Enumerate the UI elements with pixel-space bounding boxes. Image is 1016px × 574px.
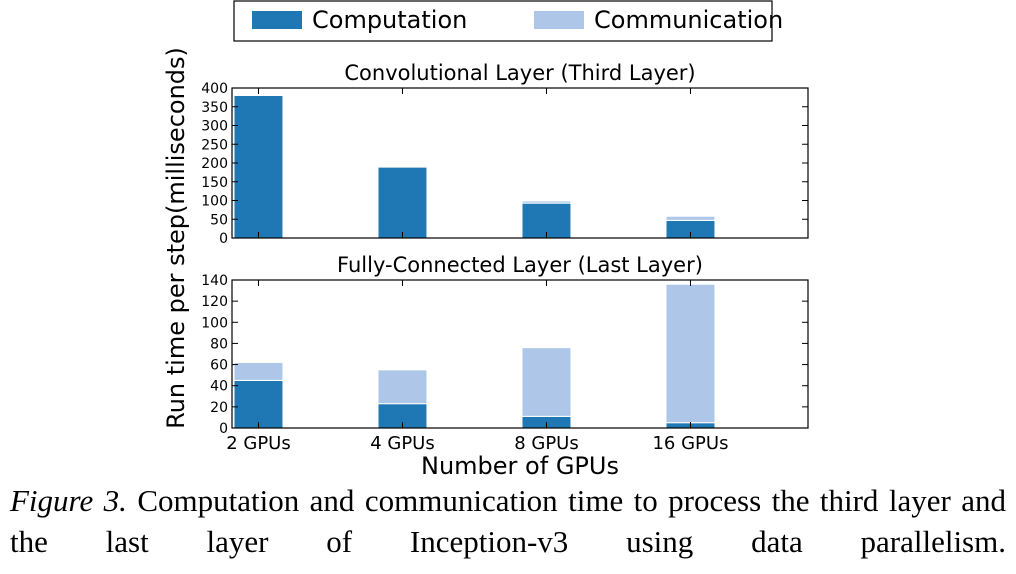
y-tick-label: 100 <box>201 315 228 331</box>
x-axis-label: Number of GPUs <box>421 452 619 480</box>
y-tick-label: 40 <box>210 379 228 395</box>
x-tick-label: 16 GPUs <box>652 433 728 454</box>
y-tick-label: 300 <box>201 119 228 135</box>
bar-communication-4-gpus <box>377 369 428 405</box>
y-tick-label: 100 <box>201 194 228 210</box>
conv-layer-chart: Convolutional Layer (Third Layer) 0 50 100 1… <box>201 61 809 247</box>
y-axis-label: Run time per step(milliseconds) <box>162 47 190 429</box>
bar-communication-16-gpus <box>665 215 716 221</box>
bar-communication-16-gpus <box>665 283 716 424</box>
y-tick-label: 20 <box>210 400 228 416</box>
y-tick-label: 60 <box>210 358 228 374</box>
chart-title: Fully-Connected Layer (Last Layer) <box>337 253 703 277</box>
chart-title: Convolutional Layer (Third Layer) <box>344 61 695 85</box>
legend-swatch-communication <box>534 11 584 29</box>
plot-frame <box>231 87 809 239</box>
x-tick-label: 8 GPUs <box>514 433 579 454</box>
legend: Computation Communication <box>233 0 783 42</box>
fc-layer-chart: Fully-Connected Layer (Last Layer) 2 GPUs… <box>201 253 809 454</box>
bar-computation-4-gpus <box>377 403 428 429</box>
x-tick-label: 4 GPUs <box>370 433 435 454</box>
figure: Computation Communication Run time per s… <box>162 0 809 480</box>
y-tick-label: 0 <box>219 421 228 437</box>
bar-computation-2-gpus <box>233 379 284 429</box>
y-tick-label: 120 <box>201 294 228 310</box>
y-tick-label: 250 <box>201 137 228 153</box>
legend-box <box>233 0 773 42</box>
plot-frame <box>231 279 809 429</box>
bar-computation-4-gpus <box>377 166 428 239</box>
bar-computation-2-gpus <box>233 95 284 239</box>
y-tick-label: 200 <box>201 156 228 172</box>
legend-label-communication: Communication <box>594 6 783 34</box>
y-tick-label: 350 <box>201 100 228 116</box>
y-tick-label: 150 <box>201 175 228 191</box>
bar-communication-2-gpus <box>233 361 284 381</box>
x-tick-label: 2 GPUs <box>226 433 291 454</box>
bar-communication-8-gpus <box>521 200 572 204</box>
y-tick-label: 0 <box>219 231 228 247</box>
y-tick-label: 400 <box>201 81 228 97</box>
legend-label-computation: Computation <box>312 6 467 34</box>
caption-label: Figure 3. <box>10 483 127 518</box>
legend-swatch-computation <box>252 11 302 29</box>
y-tick-label: 140 <box>201 273 228 289</box>
y-tick-label: 50 <box>210 212 228 228</box>
caption-text: Computation and communication time to pr… <box>10 483 1006 559</box>
figure-caption: Figure 3. Computation and communication … <box>10 480 1006 562</box>
bar-communication-8-gpus <box>521 347 572 417</box>
y-tick-label: 80 <box>210 336 228 352</box>
